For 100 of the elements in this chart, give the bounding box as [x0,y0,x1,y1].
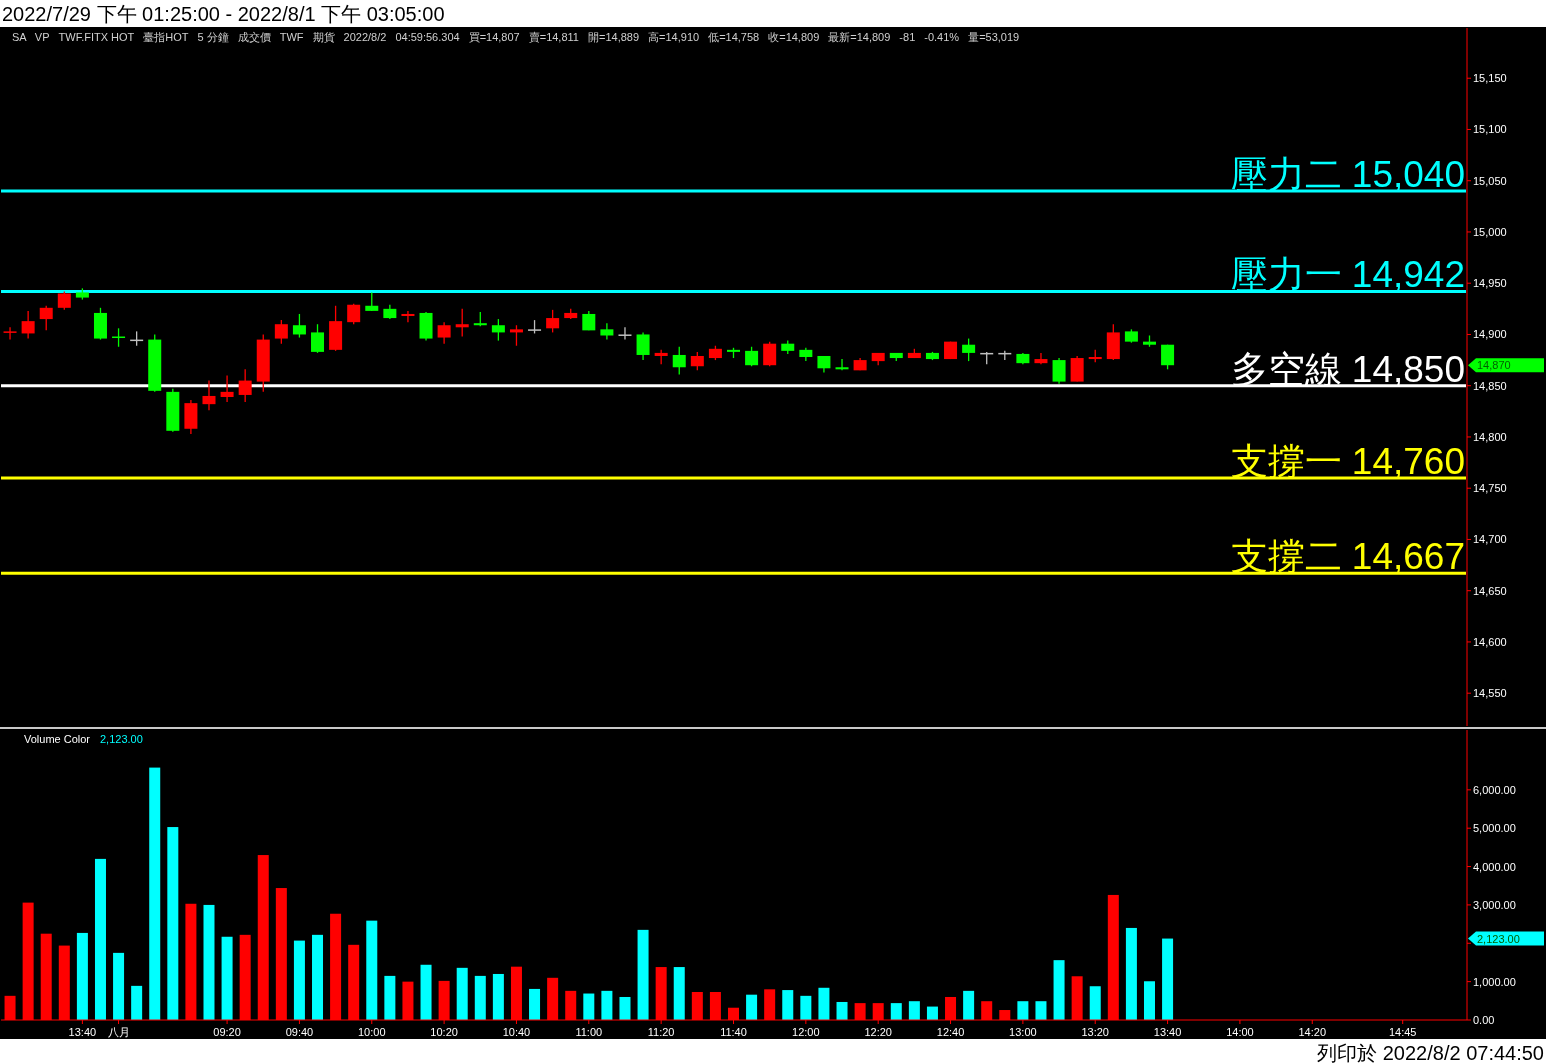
bar [637,929,649,1020]
annotation: TWF.FITX HOT [58,31,135,43]
bar [131,985,143,1020]
candlestick [618,326,632,341]
bar [746,994,758,1020]
annotation: 低=14,758 [708,31,760,43]
annotation: 成交價 [237,31,271,43]
candlestick [274,319,288,345]
candlestick [21,310,35,340]
bar [203,904,215,1020]
bar [963,990,975,1020]
y-tick-label: 6,000.00 [1473,783,1516,796]
text: 列印於 2022/8/2 07:44:50 [1317,1042,1544,1064]
candlestick [636,331,650,361]
x-tick-label: 12:00 [792,1026,820,1038]
y-tick-label: 14,850 [1473,379,1507,392]
x-tick-label: 11:20 [647,1026,675,1038]
bar [312,934,324,1020]
candlestick [1034,352,1048,365]
candlestick [491,318,505,342]
x-tick-label: 14:45 [1388,1026,1417,1038]
candlestick [690,351,704,371]
candlestick [546,309,560,334]
annotation: -81 [899,31,916,43]
annotation: 5 分鐘 [197,31,229,43]
annotation: 買=14,807 [468,31,520,43]
candlestick [763,340,777,367]
ref-line-label: 支撐二 14,667 [1230,536,1465,578]
candlestick [347,303,361,325]
y-tick-label: 5,000.00 [1473,822,1516,835]
bar [94,858,106,1020]
x-tick-label: 12:40 [936,1026,965,1038]
candlestick [365,291,379,312]
bar [420,964,432,1020]
ref-line-label: 壓力二 15,040 [1230,153,1465,195]
ref-line-label: 多空線 14,850 [1230,348,1465,390]
y-tick-label: 3,000.00 [1473,898,1516,911]
bar [293,940,305,1020]
candlestick [1161,344,1175,370]
annotation: 賣=14,811 [528,31,579,43]
y-tick-label: 14,700 [1473,533,1507,546]
annotation: 2,123.00 [100,733,143,745]
annotation: 期貨 [312,31,335,43]
annotation: 最新=14,809 [828,31,891,43]
annotation: -0.41% [924,31,960,43]
bar [836,1001,848,1020]
candlestick [57,290,71,311]
bar [782,990,794,1020]
candlestick [1070,355,1084,383]
x-tick-label: 12:20 [864,1026,892,1038]
bar [456,967,468,1020]
chart-title: 2022/7/29 下午 01:25:00 - 2022/8/1 下午 03:05:00 [2,3,445,25]
text: 14,870 [1477,359,1511,372]
annotation: 量=53,019 [968,31,1020,43]
bar [673,967,685,1020]
x-tick-label: 14:20 [1298,1026,1327,1038]
annotation: 收=14,809 [768,31,820,43]
annotation: TWF [279,31,304,43]
annotation: 開=14,889 [587,31,640,43]
candlestick [745,346,759,367]
y-tick-label: 1,000.00 [1473,975,1516,988]
x-tick-label: 09:20 [213,1026,241,1038]
y-tick-label: 14,550 [1473,687,1507,700]
bar [492,973,504,1020]
candlestick [292,313,306,339]
candlestick [202,379,216,411]
bar [1053,960,1065,1020]
candlestick [401,310,415,323]
bar [583,993,595,1020]
y-tick-label: 15,150 [1473,72,1507,85]
bar [1162,938,1174,1020]
x-tick-label: 09:40 [285,1026,314,1038]
x-tick-label: 八月 [107,1026,130,1038]
bar [1017,1001,1029,1020]
bar [908,1001,920,1020]
bar [529,988,541,1020]
bar [800,995,812,1020]
y-tick-label: 14,950 [1473,277,1507,290]
annotation: 臺指HOT [143,31,189,43]
candlestick [220,374,234,403]
bar [149,767,161,1020]
bar [1089,986,1101,1020]
annotation: VP [34,31,50,43]
y-tick-label: 14,750 [1473,482,1507,495]
bar [890,1003,902,1020]
bar [221,936,233,1020]
x-tick-label: 13:20 [1081,1026,1109,1038]
candlestick [835,358,849,371]
candlestick [455,308,469,338]
candlestick [600,322,614,341]
chart-title: Volume Color [24,733,91,745]
x-tick-label: 13:00 [1009,1026,1037,1038]
y-tick-label: 15,100 [1473,123,1507,136]
bar [384,975,396,1020]
x-tick-label: 14:00 [1226,1026,1254,1038]
y-tick-label: 14,900 [1473,328,1507,341]
y-tick-label: 14,650 [1473,584,1507,597]
x-tick-label: 13:40 [68,1026,97,1038]
annotation: 高=14,910 [648,31,700,43]
candlestick [3,326,17,341]
